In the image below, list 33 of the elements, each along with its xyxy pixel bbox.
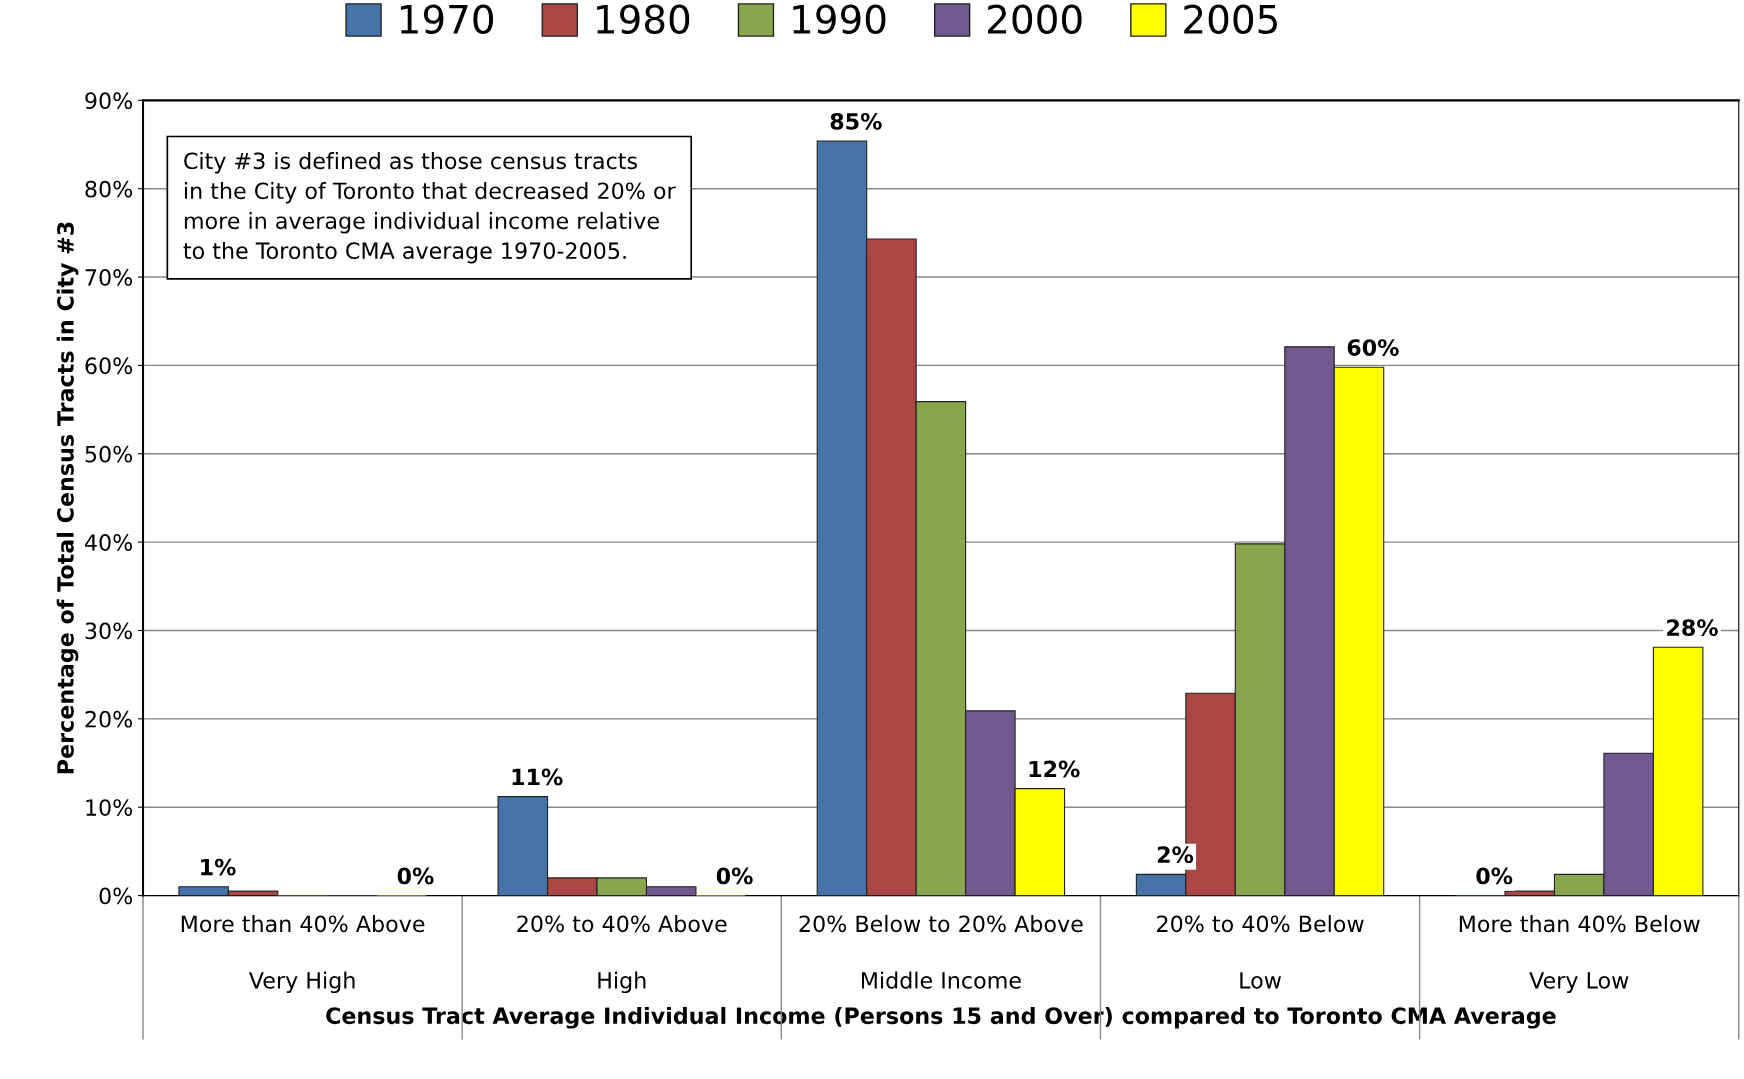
category-label: 20% to 40% Above High <box>517 915 727 994</box>
category-label: More than 40% Above Very High <box>181 915 425 994</box>
y-tick-label: 80% <box>85 180 133 198</box>
legend-label: 1970 <box>400 4 494 34</box>
legend-label: 1990 <box>793 4 886 34</box>
y-tick-label: 40% <box>84 534 133 551</box>
y-tick-label: 50% <box>85 445 133 463</box>
data-label: 60% <box>1347 339 1399 356</box>
data-label: 11% <box>512 768 563 786</box>
category-label: More than 40% Below Very Low <box>1459 915 1700 994</box>
y-axis-title: Percentage of Total Census Tracts in City #3 <box>56 222 79 774</box>
legend-label: 2000 <box>988 4 1082 34</box>
y-tick-label: 20% <box>85 710 133 728</box>
y-tick-label: 70% <box>85 269 133 286</box>
data-label: 2% <box>1157 846 1194 864</box>
data-label: 12% <box>1029 760 1080 778</box>
y-tick-label: 30% <box>85 622 133 640</box>
annotation: City #3 is defined as those census tracts in the City of Toronto that decreased 20% or more in average individual income relative to the Toronto CMA average 1970-2005. <box>183 152 676 264</box>
category-label: 20% Below to 20% Above Middle Income <box>799 915 1083 989</box>
y-tick-label: 10% <box>86 799 133 816</box>
data-label: 1% <box>201 858 236 876</box>
category-label: 20% to 40% Below Low <box>1157 915 1364 989</box>
x-axis-title: Census Tract Average Individual Income (Persons 15 and Over) compared to Toronto CMA Average <box>326 1006 1556 1029</box>
data-label: 0% <box>716 867 753 885</box>
y-tick-label: 0% <box>99 887 133 905</box>
y-tick-label: 90% <box>85 92 133 110</box>
legend-label: 1980 <box>597 4 690 34</box>
data-label: 0% <box>1476 867 1513 885</box>
data-label: 0% <box>397 867 434 885</box>
data-label: 28% <box>1667 619 1718 637</box>
legend-label: 2005 <box>1184 4 1277 34</box>
y-tick-label: 60% <box>85 357 133 375</box>
data-label: 85% <box>830 112 882 130</box>
